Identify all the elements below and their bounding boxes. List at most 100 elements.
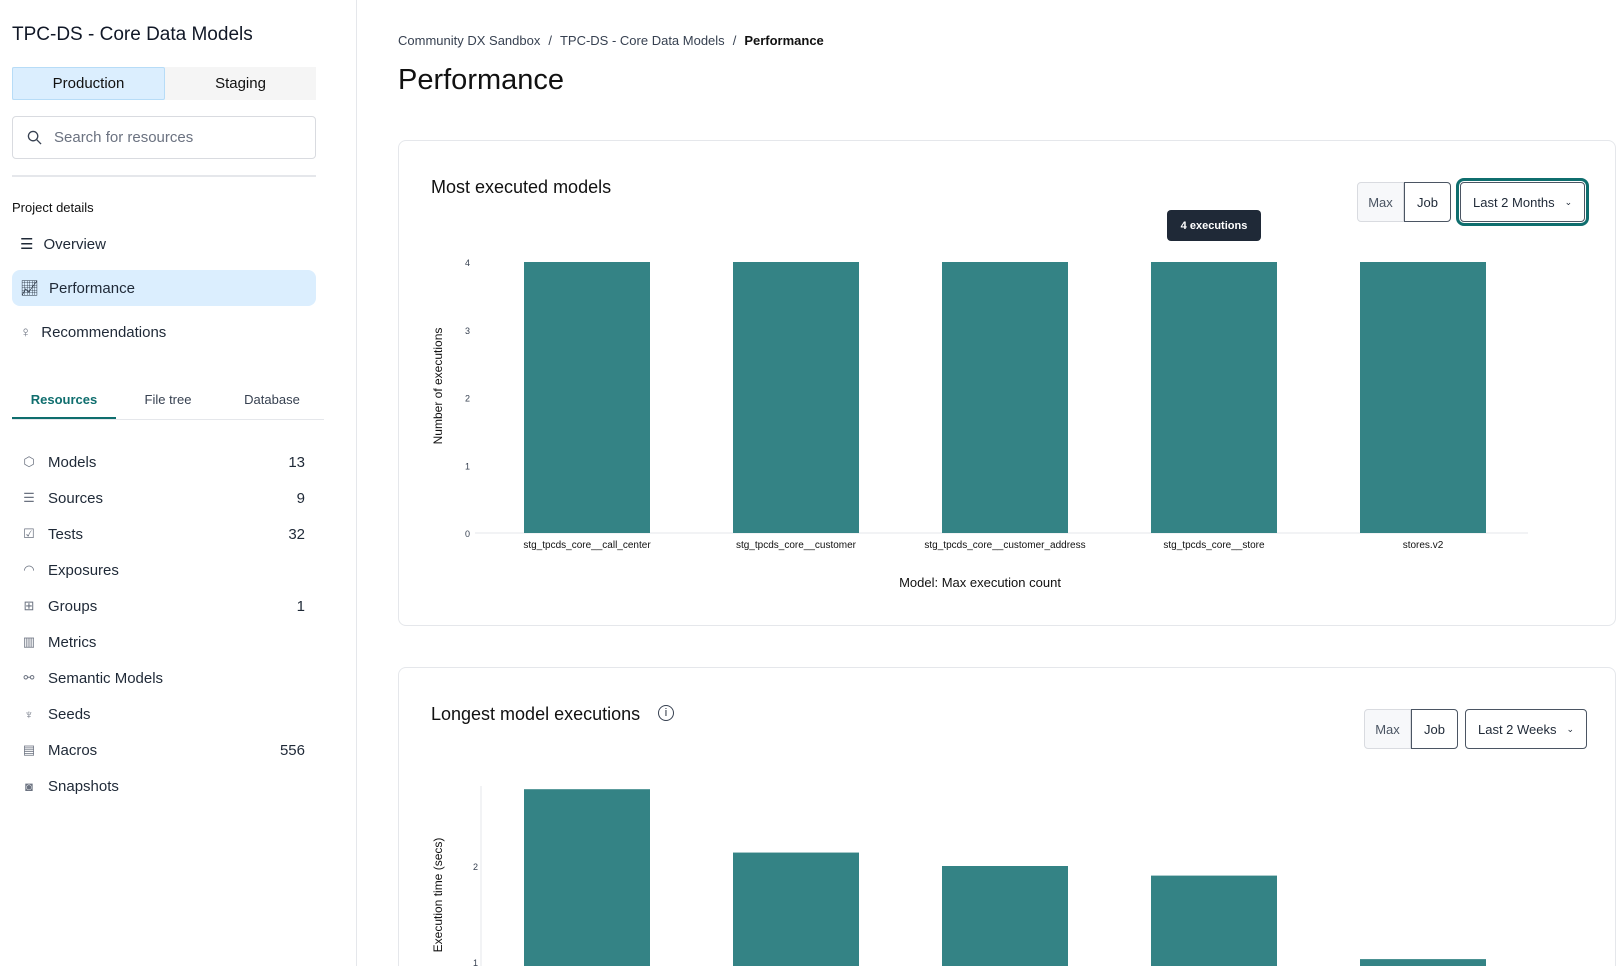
breadcrumb-separator: /: [732, 33, 737, 48]
tab-file-tree[interactable]: File tree: [144, 392, 192, 407]
resource-macros[interactable]: ▤ Macros 556: [20, 737, 305, 763]
card-title: Most executed models: [431, 177, 612, 197]
tab-resources[interactable]: Resources: [12, 382, 116, 419]
project-title: TPC-DS - Core Data Models: [12, 24, 253, 45]
x-axis-title: Model: Max execution count: [899, 575, 1061, 590]
clipboard-check-icon: ☑: [23, 526, 35, 541]
y-tick-label: 3: [465, 326, 470, 336]
y-tick-label: 4: [465, 258, 470, 268]
bar: [733, 262, 859, 533]
resource-semantic-models[interactable]: ⚯ Semantic Models: [20, 665, 305, 691]
resource-seeds[interactable]: ♆ Seeds: [20, 701, 305, 727]
x-tick-label: stg_tpcds_core__customer: [736, 540, 857, 551]
search-input[interactable]: Search for resources: [12, 116, 316, 159]
resource-sources[interactable]: ☰ Sources 9: [20, 485, 305, 511]
file-icon: ▤: [22, 742, 36, 757]
resource-label: Metrics: [48, 633, 97, 651]
bar-tooltip: 4 executions: [1167, 210, 1261, 241]
nav-overview[interactable]: ☰ Overview: [12, 226, 316, 262]
bar: [524, 789, 650, 966]
page-title: Performance: [398, 64, 565, 96]
search-placeholder: Search for resources: [54, 129, 194, 146]
resource-label: Semantic Models: [48, 669, 164, 687]
max-button[interactable]: Max: [1364, 709, 1411, 749]
resource-count: 32: [288, 525, 305, 543]
resource-label: Models: [48, 453, 97, 471]
bar: [1360, 262, 1486, 533]
resource-label: Snapshots: [48, 777, 119, 795]
resource-groups[interactable]: ⊞ Groups 1: [20, 593, 305, 619]
resource-exposures[interactable]: ◠ Exposures: [20, 557, 305, 583]
x-tick-label: stg_tpcds_core__call_center: [523, 540, 651, 551]
bar: [942, 262, 1068, 533]
breadcrumb-sandbox[interactable]: Community DX Sandbox: [398, 33, 541, 48]
resource-tests[interactable]: ☑ Tests 32: [20, 521, 305, 547]
y-axis-title: Execution time (secs): [431, 838, 445, 953]
job-button[interactable]: Job: [1404, 182, 1451, 222]
search-icon: [27, 130, 42, 145]
resource-tabs: Resources File tree Database: [12, 382, 324, 420]
resource-count: 556: [279, 741, 305, 759]
resource-label: Tests: [48, 525, 84, 543]
nav-performance[interactable]: 📈︎ Performance: [12, 270, 316, 306]
x-tick-label: stores.v2: [1403, 540, 1444, 551]
card-title: Longest model executions: [431, 704, 641, 724]
nav-label: Recommendations: [41, 323, 167, 341]
chevron-down-icon: ⌄: [1564, 196, 1573, 207]
max-job-toggle: Max Job: [1364, 709, 1458, 749]
section-label: Project details: [12, 200, 94, 215]
bar: [942, 866, 1068, 966]
nodes-icon: ⚯: [23, 670, 35, 685]
range-value: Last 2 Weeks: [1478, 721, 1557, 737]
bar-chart-icon: ▥: [22, 634, 36, 649]
env-staging[interactable]: Staging: [215, 75, 266, 92]
breadcrumb-separator: /: [548, 33, 552, 48]
y-tick-label: 2: [465, 394, 470, 404]
bar: [1151, 875, 1277, 966]
max-button[interactable]: Max: [1357, 182, 1404, 222]
resource-label: Sources: [48, 489, 104, 507]
range-value: Last 2 Months: [1473, 194, 1555, 210]
bar: [1360, 959, 1486, 966]
sidebar: TPC-DS - Core Data Models Production Sta…: [0, 0, 357, 966]
y-tick-label: 1: [465, 461, 470, 471]
grid-icon: ⊞: [23, 598, 35, 613]
database-icon: ☰: [23, 490, 35, 505]
camera-icon: ◙: [25, 778, 33, 794]
nav-recommendations[interactable]: ♀ Recommendations: [12, 314, 316, 350]
resource-metrics[interactable]: ▥ Metrics: [20, 629, 305, 655]
gauge-icon: ◠: [23, 562, 35, 577]
resource-snapshots[interactable]: ◙ Snapshots: [20, 773, 305, 799]
list-icon: ☰: [20, 236, 34, 253]
breadcrumb: Community DX Sandbox / TPC-DS - Core Data…: [398, 33, 824, 48]
divider: [12, 175, 316, 177]
range-dropdown[interactable]: Last 2 Months ⌄: [1455, 178, 1590, 226]
resource-count: 9: [296, 489, 305, 507]
breadcrumb-current: Performance: [744, 33, 824, 48]
y-tick-label: 1: [473, 958, 478, 966]
y-tick-label: 2: [473, 862, 478, 872]
y-axis-title: Number of executions: [431, 328, 445, 445]
y-tick-label: 0: [465, 529, 470, 539]
info-icon[interactable]: i: [658, 705, 674, 721]
env-production[interactable]: Production: [12, 67, 165, 100]
cube-icon: ⬡: [23, 454, 35, 469]
nav-label: Overview: [43, 235, 106, 253]
tab-database[interactable]: Database: [244, 392, 300, 407]
resource-count: 1: [296, 597, 305, 615]
chart-line-icon: 📈︎: [20, 280, 40, 297]
x-tick-label: stg_tpcds_core__store: [1163, 540, 1265, 551]
resource-label: Macros: [48, 741, 98, 759]
job-button[interactable]: Job: [1411, 709, 1458, 749]
x-tick-label: stg_tpcds_core__customer_address: [924, 540, 1085, 551]
resource-models[interactable]: ⬡ Models 13: [20, 449, 305, 475]
resource-label: Exposures: [48, 561, 119, 579]
sprout-icon: ♆: [24, 706, 34, 722]
chevron-down-icon: ⌄: [1566, 723, 1575, 734]
resource-count: 13: [288, 453, 305, 471]
range-dropdown[interactable]: Last 2 Weeks ⌄: [1465, 709, 1588, 749]
resource-label: Groups: [48, 597, 98, 615]
environment-toggle: Production Staging: [12, 67, 316, 100]
breadcrumb-project[interactable]: TPC-DS - Core Data Models: [559, 33, 725, 48]
